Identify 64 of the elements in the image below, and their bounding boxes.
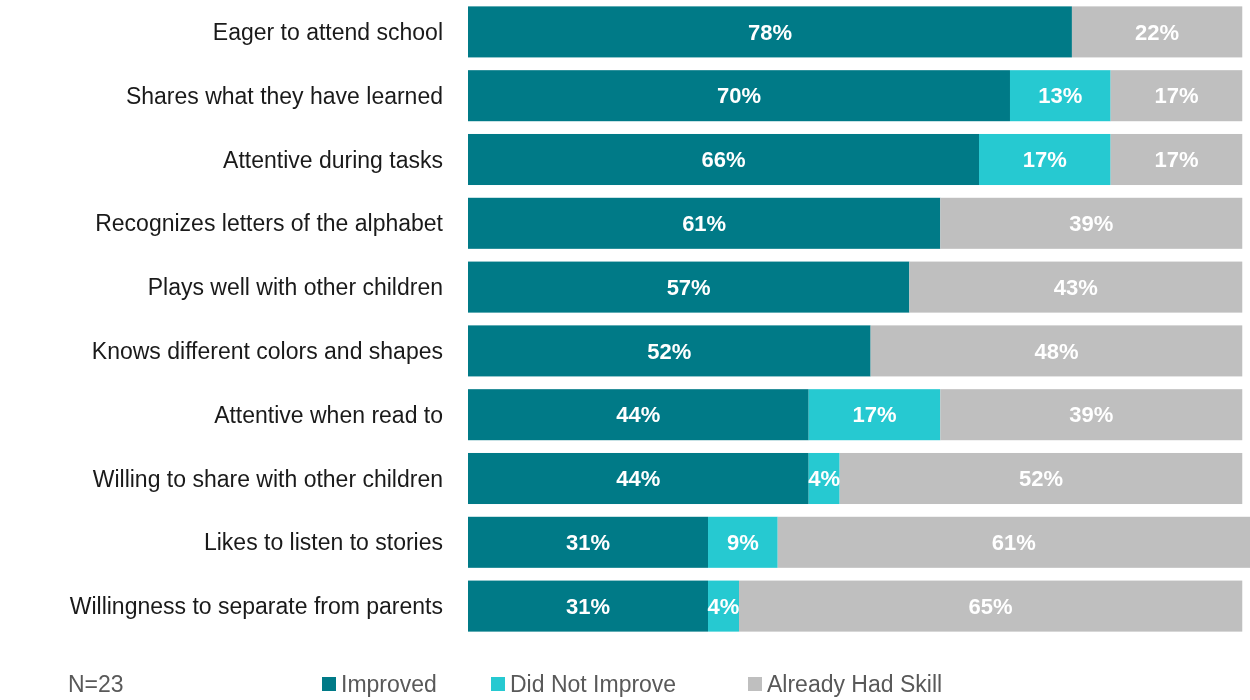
- legend-label: Improved: [341, 671, 437, 698]
- data-label: 31%: [565, 530, 611, 555]
- bar: [468, 516, 709, 568]
- bar: [808, 389, 941, 441]
- data-label: 17%: [1154, 147, 1199, 173]
- bar: [870, 325, 1243, 377]
- y-tick-label: Likes to listen to stories: [203, 529, 443, 556]
- data-label: 52%: [647, 338, 692, 364]
- data-label: 52%: [1018, 466, 1063, 492]
- data-label: 22%: [1135, 19, 1180, 45]
- bar: [468, 452, 809, 505]
- data-label: 66%: [701, 147, 746, 173]
- data-label: 48%: [1034, 338, 1079, 364]
- data-label: 78%: [747, 19, 792, 45]
- data-label: 9%: [726, 530, 759, 555]
- data-label: 44%: [616, 466, 661, 492]
- legend-label: Did Not Improve: [510, 671, 677, 698]
- data-label: 44%: [616, 402, 661, 428]
- bar: [708, 516, 778, 568]
- bar: [468, 580, 709, 632]
- data-label: 43%: [1053, 274, 1098, 300]
- bar: [839, 452, 1243, 505]
- bar: [468, 133, 980, 186]
- bar: [1071, 6, 1243, 58]
- data-label: 61%: [991, 530, 1036, 555]
- text: N=23: [68, 671, 124, 698]
- bar: [1110, 70, 1243, 122]
- bar: [777, 516, 1250, 568]
- legend-label: Already Had Skill: [767, 671, 943, 698]
- y-tick-label: Willing to share with other children: [92, 465, 443, 492]
- bar: [468, 325, 871, 377]
- bar: [468, 389, 809, 441]
- y-tick-label: Plays well with other children: [147, 274, 443, 301]
- y-tick-label: Attentive when read to: [214, 401, 443, 428]
- bar: [940, 197, 1243, 249]
- bar: [468, 6, 1072, 58]
- data-label: 13%: [1038, 83, 1083, 109]
- bar: [738, 580, 1243, 632]
- y-tick-label: Recognizes letters of the alphabet: [95, 210, 444, 237]
- bar: [468, 261, 910, 313]
- data-label: 57%: [666, 274, 711, 300]
- y-tick-label: Knows different colors and shapes: [91, 337, 443, 364]
- data-label: 61%: [682, 211, 727, 236]
- data-label: 4%: [707, 593, 740, 619]
- y-tick-label: Attentive during tasks: [223, 146, 443, 173]
- bar: [1110, 133, 1243, 186]
- y-tick-label: Eager to attend school: [212, 18, 443, 45]
- bar: [1009, 70, 1111, 122]
- y-tick-label: Willingness to separate from parents: [69, 593, 443, 620]
- bar: [979, 133, 1111, 186]
- data-label: 39%: [1069, 402, 1114, 428]
- data-label: 65%: [968, 593, 1013, 619]
- data-label: 31%: [565, 593, 611, 619]
- bar: [940, 389, 1243, 441]
- bar: [468, 197, 941, 249]
- data-label: 17%: [1154, 83, 1199, 109]
- bar: [468, 70, 1010, 122]
- y-tick-label: Shares what they have learned: [125, 82, 443, 109]
- data-label: 17%: [852, 402, 897, 428]
- data-label: 4%: [808, 466, 841, 492]
- data-label: 39%: [1069, 211, 1114, 236]
- bar: [909, 261, 1243, 313]
- data-label: 70%: [716, 83, 762, 109]
- data-label: 17%: [1022, 147, 1067, 173]
